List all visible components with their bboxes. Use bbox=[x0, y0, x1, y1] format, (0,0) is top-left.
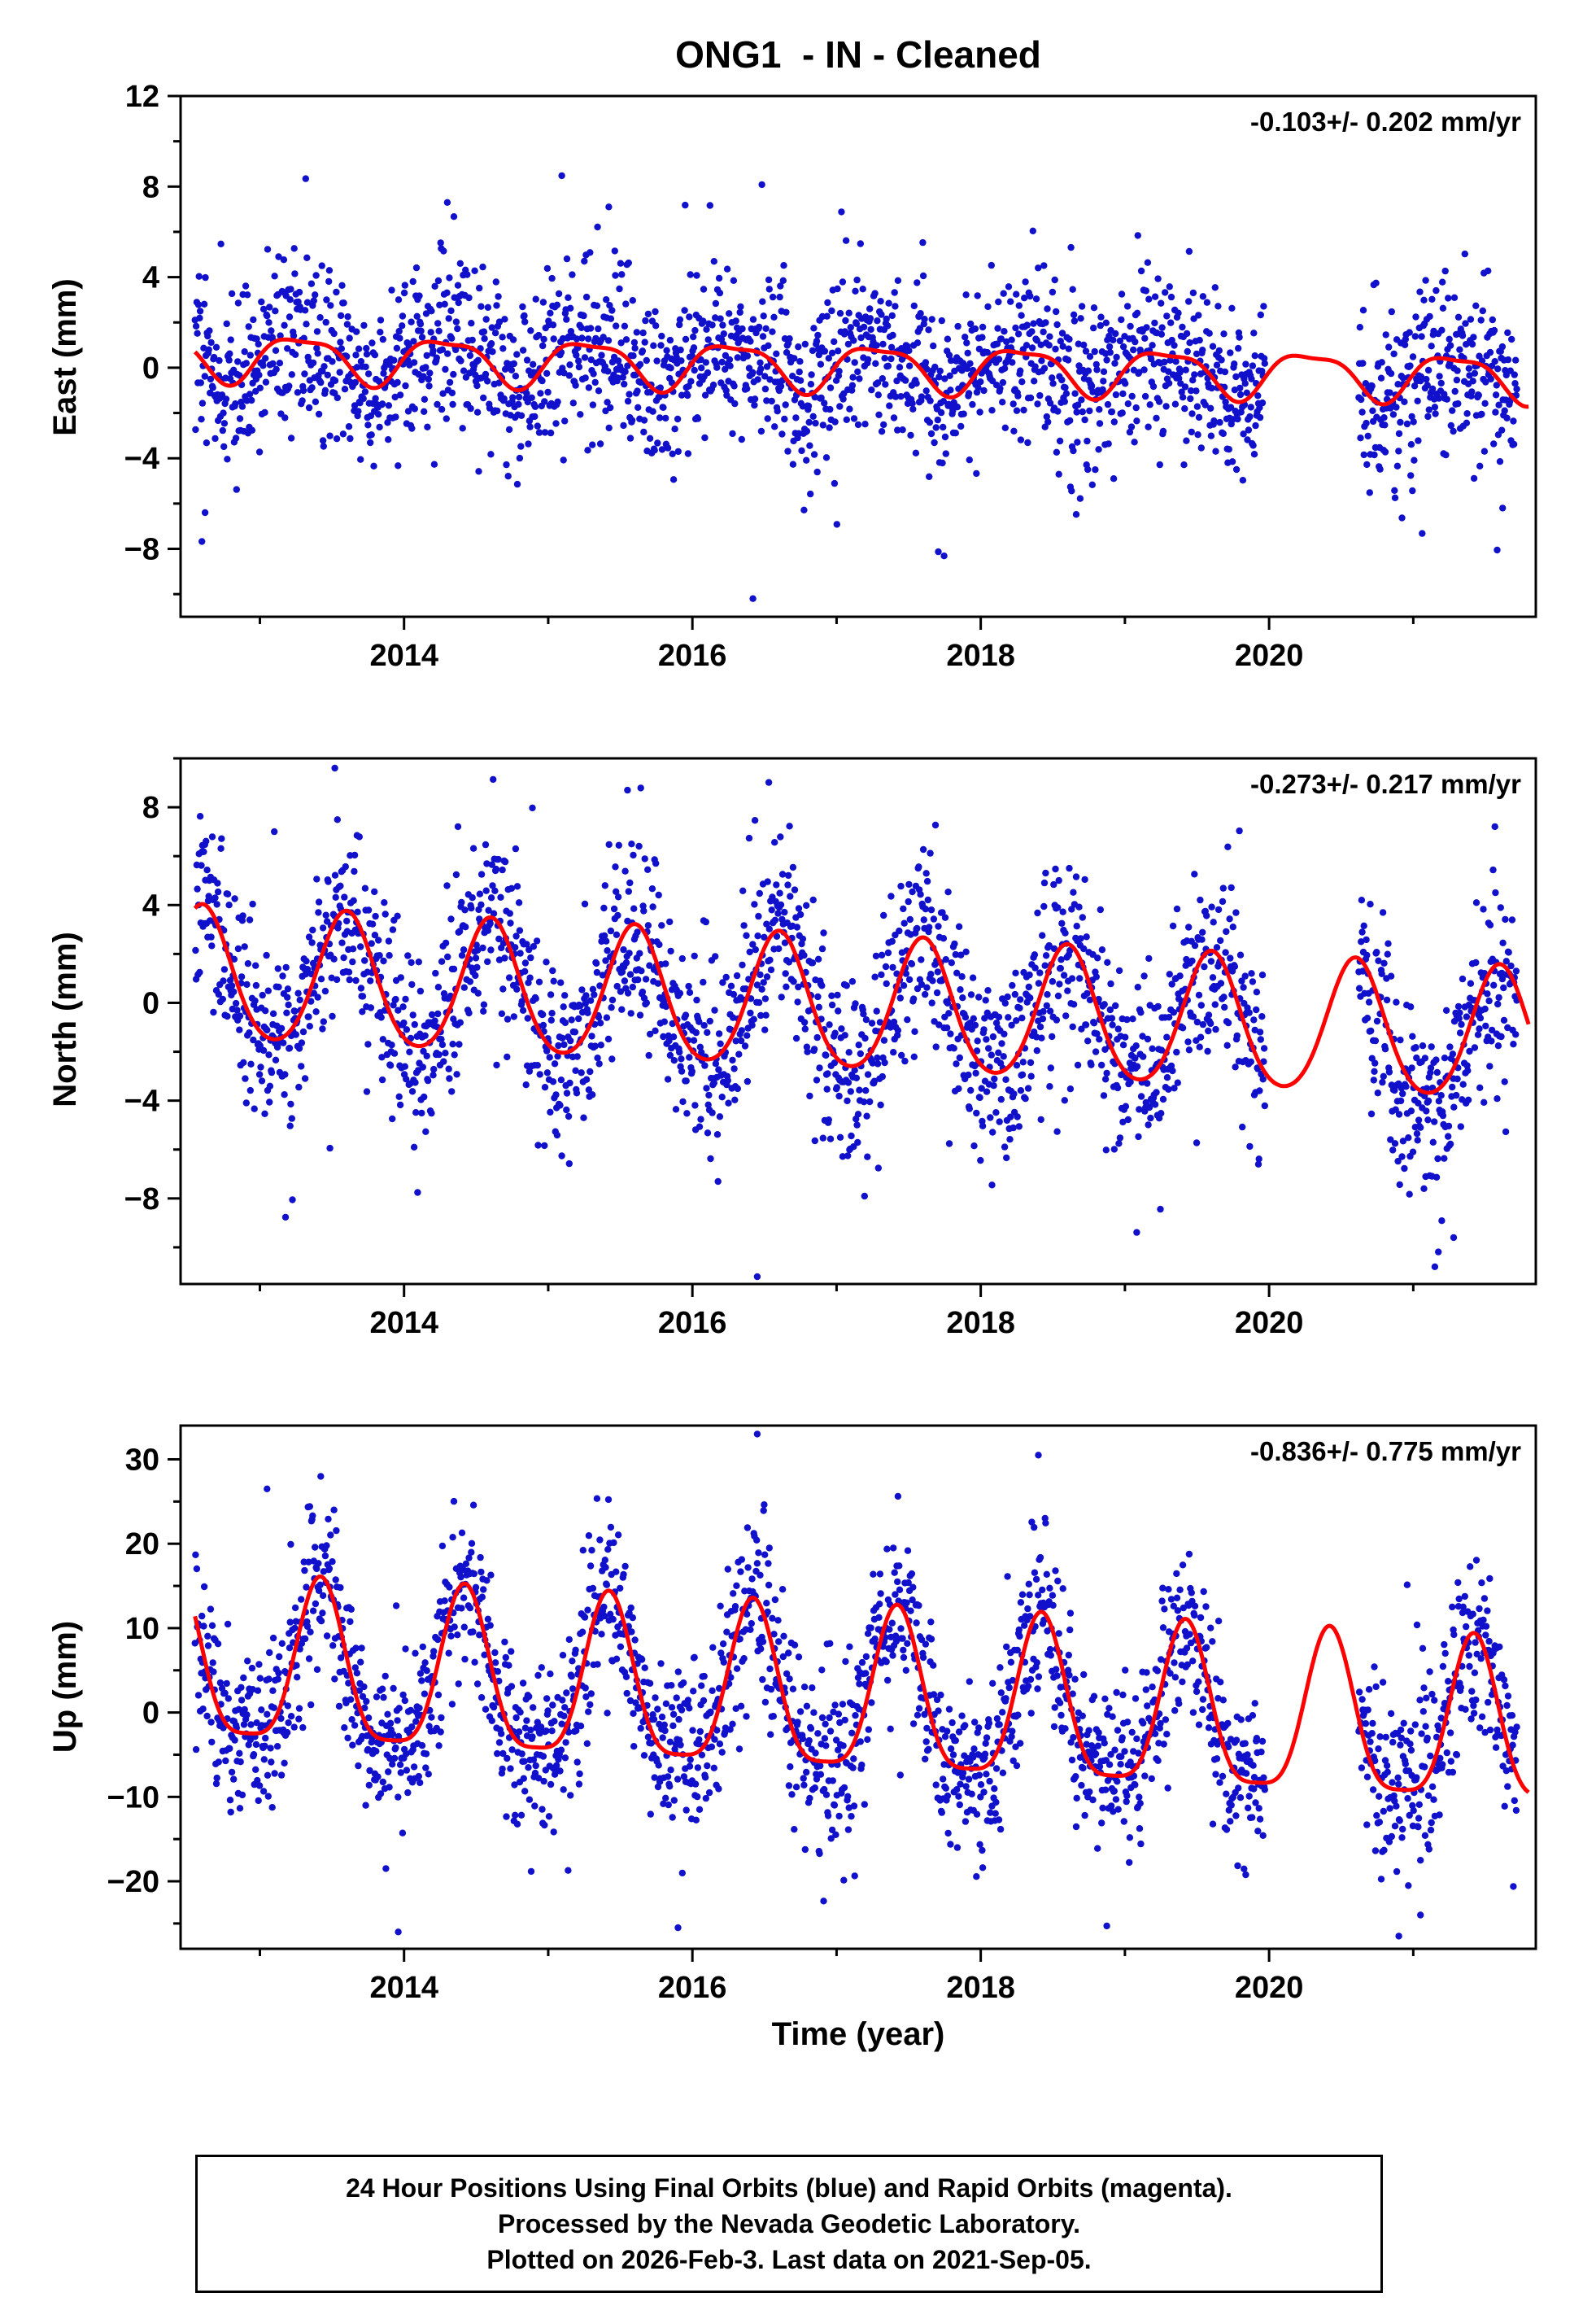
east-plot-svg: 2014 2016 2018 2020 −8 −4 0 4 8 12 bbox=[124, 80, 1537, 673]
caption-line-1: 24 Hour Positions Using Final Orbits (bl… bbox=[346, 2173, 1232, 2203]
scatter-points bbox=[191, 1430, 1520, 1949]
svg-text:−8: −8 bbox=[124, 1182, 159, 1216]
svg-text:4: 4 bbox=[142, 261, 159, 295]
up-rate-annotation: -0.836+/- 0.775 mm/yr bbox=[1250, 1436, 1521, 1466]
tick-labels: 2014 2016 2018 2020 −8 −4 0 4 8 12 bbox=[124, 80, 1304, 673]
north-rate-annotation: -0.273+/- 0.217 mm/yr bbox=[1250, 769, 1521, 799]
svg-text:8: 8 bbox=[142, 791, 159, 825]
svg-text:2016: 2016 bbox=[658, 639, 727, 673]
svg-text:2020: 2020 bbox=[1235, 1306, 1304, 1340]
x-axis-label: Time (year) bbox=[771, 2016, 945, 2052]
north-plot-svg: 2014 2016 2018 2020 −8 −4 0 4 8 bbox=[124, 757, 1537, 1340]
east-axis-label: East (mm) bbox=[47, 278, 83, 436]
east-rate-annotation: -0.103+/- 0.202 mm/yr bbox=[1250, 107, 1521, 137]
tick-marks bbox=[168, 94, 1415, 630]
north-axis-label: North (mm) bbox=[47, 932, 83, 1107]
caption-line-3: Plotted on 2026-Feb-3. Last data on 2021… bbox=[486, 2245, 1092, 2274]
tick-marks bbox=[168, 757, 1415, 1297]
svg-text:2014: 2014 bbox=[369, 1306, 438, 1340]
north-panel: 2014 2016 2018 2020 −8 −4 0 4 8 North (mm) -0.27… bbox=[0, 697, 1596, 1347]
plot-title: ONG1 - IN - Cleaned bbox=[675, 33, 1041, 76]
svg-text:2018: 2018 bbox=[946, 1306, 1015, 1340]
svg-text:−4: −4 bbox=[124, 442, 159, 476]
up-panel: 2014 2016 2018 2020 −20 −10 0 10 20 30 Up (mm) -0… bbox=[0, 1365, 1596, 2011]
svg-text:12: 12 bbox=[125, 80, 159, 114]
svg-text:4: 4 bbox=[142, 889, 159, 923]
scatter-points bbox=[191, 172, 1520, 602]
model-line bbox=[193, 1574, 1530, 1794]
model-line bbox=[193, 902, 1531, 1095]
svg-text:0: 0 bbox=[142, 352, 159, 386]
east-panel: 2014 2016 2018 2020 −8 −4 0 4 8 12 East (mm) -0.1… bbox=[0, 35, 1596, 679]
svg-text:2018: 2018 bbox=[946, 639, 1015, 673]
model-line bbox=[193, 337, 1529, 409]
axes-frame bbox=[179, 1424, 1537, 1950]
svg-text:−4: −4 bbox=[124, 1085, 159, 1119]
up-axis-label: Up (mm) bbox=[47, 1620, 83, 1754]
svg-text:2020: 2020 bbox=[1235, 639, 1304, 673]
svg-text:2016: 2016 bbox=[658, 1306, 727, 1340]
svg-text:0: 0 bbox=[142, 986, 159, 1020]
axes-frame bbox=[179, 757, 1537, 1286]
svg-text:8: 8 bbox=[142, 170, 159, 204]
caption-line-2: Processed by the Nevada Geodetic Laborat… bbox=[497, 2209, 1081, 2238]
svg-text:−8: −8 bbox=[124, 533, 159, 567]
axes-frame bbox=[179, 94, 1537, 618]
tick-labels: 2014 2016 2018 2020 −8 −4 0 4 8 bbox=[124, 791, 1304, 1340]
caption-box: 24 Hour Positions Using Final Orbits (bl… bbox=[195, 2155, 1383, 2293]
tick-marks bbox=[168, 1457, 1415, 1962]
svg-text:2014: 2014 bbox=[369, 639, 438, 673]
